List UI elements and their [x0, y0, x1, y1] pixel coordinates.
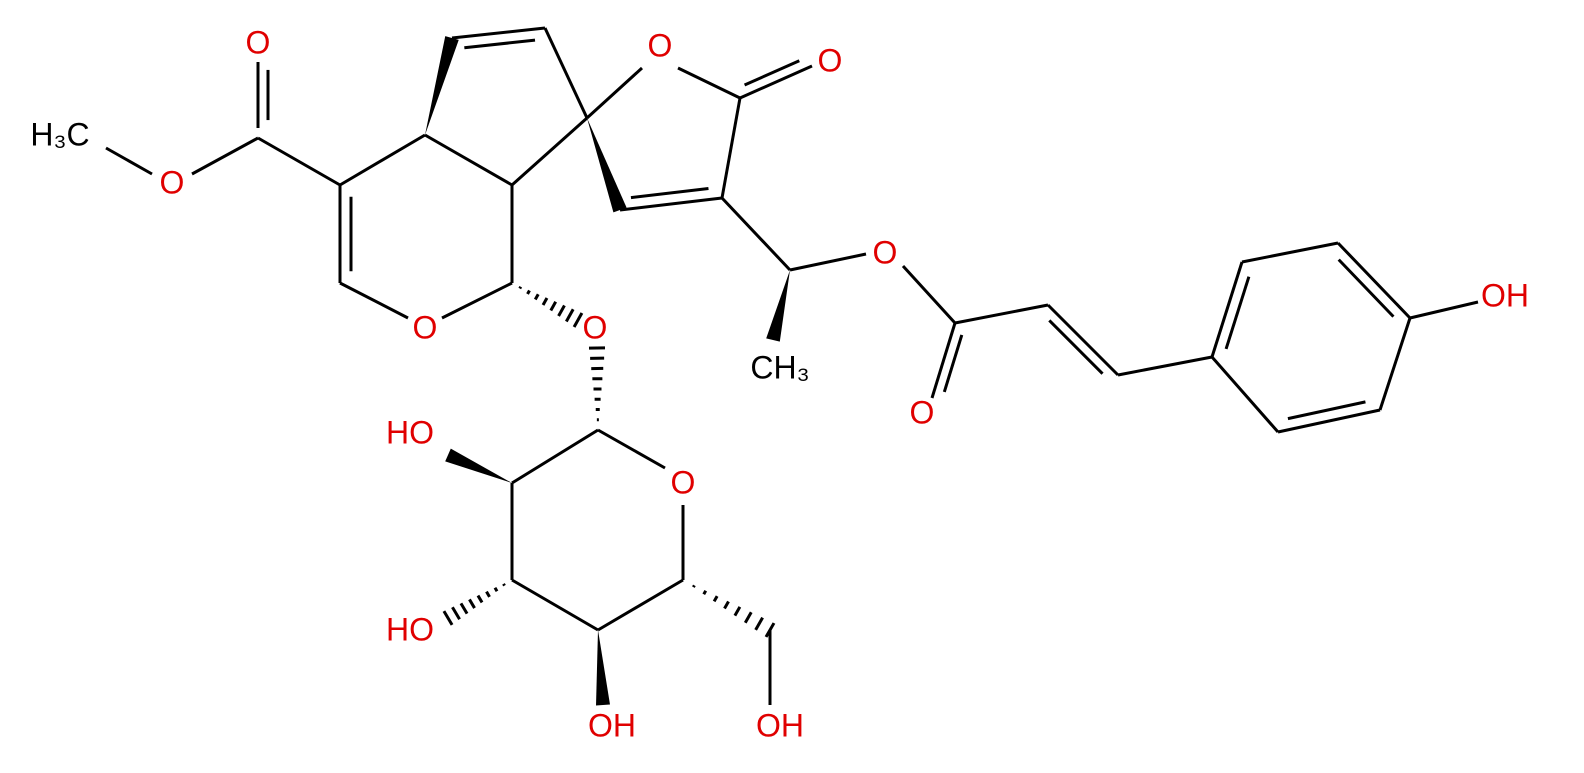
bond	[723, 600, 730, 610]
bond	[549, 301, 558, 312]
bond	[511, 428, 599, 485]
bond	[597, 578, 684, 632]
atom-label: O	[648, 27, 673, 63]
bond	[459, 602, 469, 615]
bond	[1409, 300, 1479, 320]
atom-label: O	[671, 464, 696, 500]
bond	[533, 293, 540, 301]
atom-label: OH	[588, 707, 636, 743]
bond	[257, 136, 341, 187]
bond	[754, 616, 764, 631]
wedge-bond	[587, 118, 627, 213]
bond	[702, 590, 708, 595]
atom-label: OH	[1481, 277, 1529, 313]
bond	[585, 66, 644, 120]
bond	[493, 587, 499, 592]
atom-label: O	[818, 42, 843, 78]
bond	[712, 595, 719, 603]
bond	[441, 281, 513, 320]
bond	[1336, 241, 1412, 320]
bond	[105, 146, 153, 176]
bond	[1046, 303, 1120, 377]
bond	[565, 308, 575, 323]
bond	[339, 133, 426, 187]
atom-label: O	[413, 309, 438, 345]
bond	[502, 583, 506, 587]
atom-label: CH₃	[750, 349, 809, 385]
bond	[1048, 319, 1104, 375]
bond	[692, 584, 696, 588]
bond	[597, 428, 666, 470]
bond	[543, 27, 589, 119]
atom-label: O	[873, 234, 898, 270]
wedge-bond	[766, 270, 790, 342]
bond	[518, 286, 523, 290]
bond	[485, 590, 491, 598]
bond	[1117, 355, 1213, 377]
bond	[468, 598, 476, 609]
bond	[743, 59, 800, 87]
bond	[930, 322, 957, 399]
bond	[1241, 241, 1339, 264]
bond	[1287, 400, 1366, 421]
bond	[720, 196, 792, 272]
bond	[1337, 258, 1395, 318]
atom-label: HO	[386, 611, 434, 647]
atom-label: O	[910, 394, 935, 430]
bond	[1210, 261, 1244, 358]
bond	[739, 64, 813, 100]
wedge-bond	[425, 36, 459, 135]
bond	[789, 252, 867, 272]
bond	[954, 303, 1049, 325]
atom-label: HO	[386, 414, 434, 450]
bond	[1224, 276, 1251, 350]
wedge-bond	[596, 630, 610, 706]
bond	[1378, 317, 1412, 411]
bond	[442, 610, 454, 626]
bond	[1277, 408, 1381, 434]
bond	[630, 187, 709, 200]
bond	[677, 66, 741, 100]
bond	[619, 196, 723, 212]
bond	[743, 611, 753, 624]
bond	[1210, 356, 1280, 433]
bond	[541, 297, 549, 306]
bond	[572, 312, 584, 328]
bond	[557, 304, 566, 317]
atom-label: H₃C	[30, 116, 89, 152]
bond	[451, 606, 461, 621]
bond	[720, 97, 742, 199]
bond	[733, 606, 742, 617]
wedge-bond	[445, 448, 512, 483]
atom-label: O	[583, 309, 608, 345]
atom-label: OH	[756, 707, 804, 743]
atom-label: O	[160, 164, 185, 200]
bond	[464, 38, 536, 50]
bond	[451, 26, 546, 40]
atom-label: O	[246, 24, 271, 60]
bond	[511, 578, 599, 632]
bond	[526, 289, 531, 295]
bond	[424, 133, 513, 187]
bond	[942, 334, 964, 393]
bond	[191, 136, 259, 176]
bond	[339, 281, 409, 320]
bond	[476, 594, 484, 604]
bond	[511, 116, 588, 187]
bond	[901, 264, 957, 325]
